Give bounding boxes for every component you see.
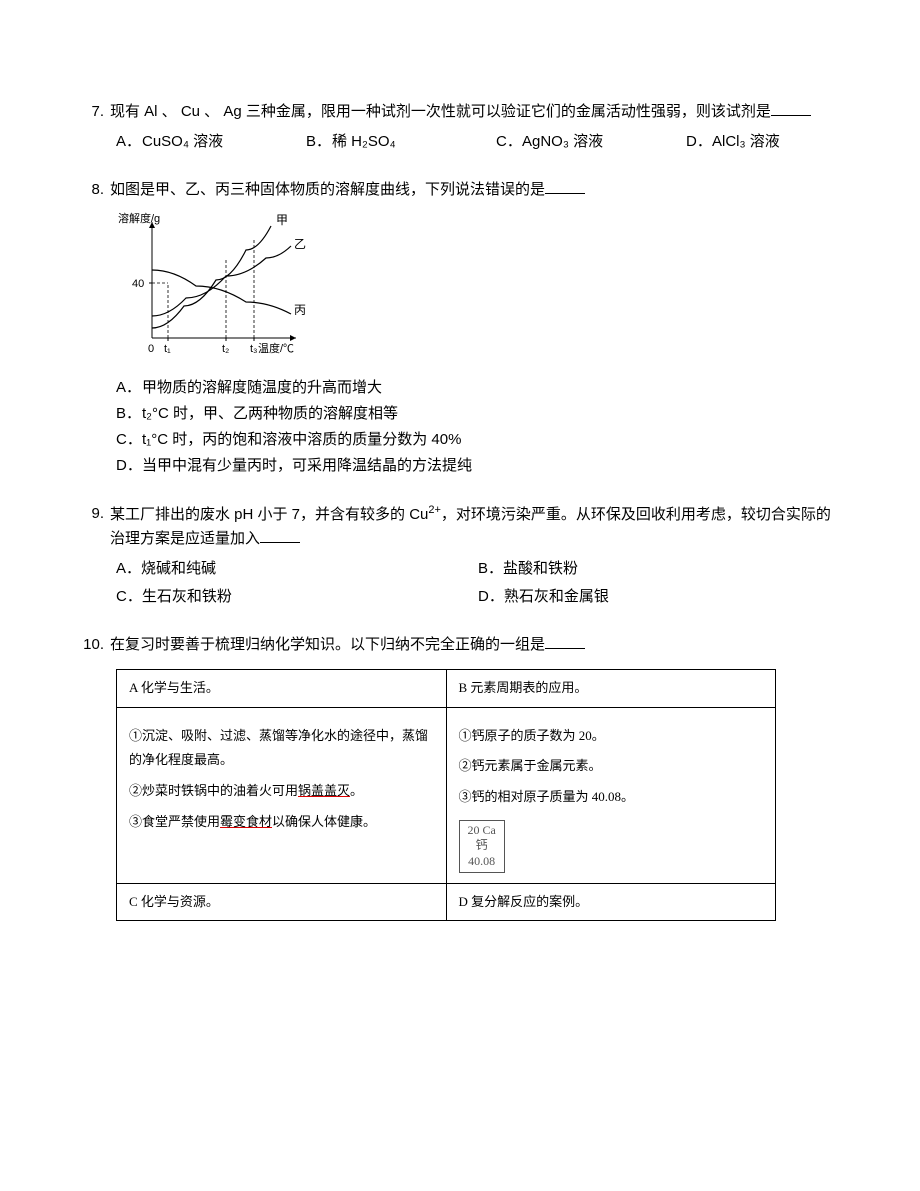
q8-number: 8. — [80, 178, 110, 202]
question-9: 9. 某工厂排出的废水 pH 小于 7，并含有较多的 Cu2+，对环境污染严重。… — [80, 502, 840, 609]
option-label: D． — [478, 588, 504, 605]
cell-line: ③钙的相对原子质量为 40.08。 — [459, 785, 764, 810]
cell-line: ②炒菜时铁锅中的油着火可用锅盖盖灭。 — [129, 779, 434, 804]
q9-option-b[interactable]: B．盐酸和铁粉 — [478, 557, 840, 581]
cell-line: ①沉淀、吸附、过滤、蒸馏等净化水的途径中，蒸馏的净化程度最高。 — [129, 724, 434, 773]
q9-stem: 9. 某工厂排出的废水 pH 小于 7，并含有较多的 Cu2+，对环境污染严重。… — [80, 502, 840, 551]
q10-body: 在复习时要善于梳理归纳化学知识。以下归纳不完全正确的一组是 — [110, 633, 840, 657]
option-label: D． — [686, 130, 712, 154]
q8-option-a[interactable]: A．甲物质的溶解度随温度的升高而增大 — [116, 376, 840, 400]
q8-option-d[interactable]: D．当甲中混有少量丙时，可采用降温结晶的方法提纯 — [116, 454, 840, 478]
q8-text: 如图是甲、乙、丙三种固体物质的溶解度曲线，下列说法错误的是 — [110, 181, 545, 198]
q7-options: A． CuSO₄ 溶液 B． 稀 H₂SO₄ C． AgNO₃ 溶液 D． Al… — [80, 130, 840, 154]
element-box: 20 Ca 钙 40.08 — [459, 820, 505, 873]
q9-option-a[interactable]: A．烧碱和纯碱 — [116, 557, 478, 581]
table-row: A 化学与生活。 B 元素周期表的应用。 — [117, 670, 776, 708]
cell-a-content: ①沉淀、吸附、过滤、蒸馏等净化水的途径中，蒸馏的净化程度最高。 ②炒菜时铁锅中的… — [117, 707, 447, 883]
table-row: C 化学与资源。 D 复分解反应的案例。 — [117, 883, 776, 921]
svg-text:0: 0 — [148, 343, 154, 355]
table-row: ①沉淀、吸附、过滤、蒸馏等净化水的途径中，蒸馏的净化程度最高。 ②炒菜时铁锅中的… — [117, 707, 776, 883]
option-label: C． — [116, 428, 142, 452]
q7-option-c[interactable]: C． AgNO₃ 溶液 — [496, 130, 686, 154]
element-box-line2: 钙 — [468, 838, 496, 854]
question-8: 8. 如图是甲、乙、丙三种固体物质的溶解度曲线，下列说法错误的是 溶解度/g 温度… — [80, 178, 840, 478]
option-text: t₁°C 时，丙的饱和溶液中溶质的质量分数为 40% — [142, 428, 461, 452]
cell-line: ①钙原子的质子数为 20。 — [459, 724, 764, 749]
option-text: AlCl₃ 溶液 — [712, 130, 780, 154]
q10-number: 10. — [80, 633, 110, 657]
option-text: 熟石灰和金属银 — [504, 588, 609, 605]
option-label: C． — [496, 130, 522, 154]
option-label: A． — [116, 560, 141, 577]
q9-option-c[interactable]: C．生石灰和铁粉 — [116, 585, 478, 609]
q7-text: 现有 Al 、 Cu 、 Ag 三种金属，限用一种试剂一次性就可以验证它们的金属… — [110, 103, 771, 120]
q7-option-d[interactable]: D． AlCl₃ 溶液 — [686, 130, 836, 154]
solubility-chart: 溶解度/g 温度/℃ 40 0 t₁ t₂ t₃ 甲乙丙 — [116, 210, 316, 360]
svg-text:温度/℃: 温度/℃ — [258, 341, 294, 355]
q9-options: A．烧碱和纯碱 B．盐酸和铁粉 C．生石灰和铁粉 D．熟石灰和金属银 — [80, 557, 840, 609]
option-text: 稀 H₂SO₄ — [332, 130, 396, 154]
option-label: D． — [116, 454, 142, 478]
q9-body: 某工厂排出的废水 pH 小于 7，并含有较多的 Cu2+，对环境污染严重。从环保… — [110, 502, 840, 551]
option-label: B． — [306, 130, 332, 154]
option-label: C． — [116, 588, 142, 605]
q8-option-b[interactable]: B．t₂°C 时，甲、乙两种物质的溶解度相等 — [116, 402, 840, 426]
q7-option-b[interactable]: B． 稀 H₂SO₄ — [306, 130, 496, 154]
cell-b-header: B 元素周期表的应用。 — [446, 670, 776, 708]
blank-line — [771, 101, 811, 116]
option-label: B． — [478, 560, 503, 577]
svg-text:丙: 丙 — [294, 303, 306, 317]
element-box-line3: 40.08 — [468, 854, 496, 870]
element-box-line1: 20 Ca — [468, 823, 496, 839]
option-text: 甲物质的溶解度随温度的升高而增大 — [142, 376, 382, 400]
option-text: AgNO₃ 溶液 — [522, 130, 603, 154]
q8-body: 如图是甲、乙、丙三种固体物质的溶解度曲线，下列说法错误的是 — [110, 178, 840, 202]
option-text: 当甲中混有少量丙时，可采用降温结晶的方法提纯 — [142, 454, 472, 478]
superscript: 2+ — [428, 504, 441, 516]
option-text: CuSO₄ 溶液 — [142, 130, 223, 154]
q8-options: A．甲物质的溶解度随温度的升高而增大 B．t₂°C 时，甲、乙两种物质的溶解度相… — [80, 376, 840, 478]
q7-stem: 7. 现有 Al 、 Cu 、 Ag 三种金属，限用一种试剂一次性就可以验证它们… — [80, 100, 840, 124]
cell-c-header: C 化学与资源。 — [117, 883, 447, 921]
option-label: A． — [116, 130, 142, 154]
underlined-text: 霉变食材 — [220, 814, 272, 829]
option-text: 生石灰和铁粉 — [142, 588, 232, 605]
q9-number: 9. — [80, 502, 110, 526]
q8-option-c[interactable]: C．t₁°C 时，丙的饱和溶液中溶质的质量分数为 40% — [116, 428, 840, 452]
option-text: t₂°C 时，甲、乙两种物质的溶解度相等 — [142, 402, 398, 426]
underlined-text: 锅盖盖灭 — [298, 783, 350, 798]
q10-table-wrap: A 化学与生活。 B 元素周期表的应用。 ①沉淀、吸附、过滤、蒸馏等净化水的途径… — [116, 669, 840, 921]
q10-text: 在复习时要善于梳理归纳化学知识。以下归纳不完全正确的一组是 — [110, 636, 545, 653]
svg-text:甲: 甲 — [276, 213, 288, 227]
svg-text:乙: 乙 — [294, 237, 306, 251]
blank-line — [545, 634, 585, 649]
q8-stem: 8. 如图是甲、乙、丙三种固体物质的溶解度曲线，下列说法错误的是 — [80, 178, 840, 202]
q8-chart: 溶解度/g 温度/℃ 40 0 t₁ t₂ t₃ 甲乙丙 — [116, 210, 840, 368]
svg-text:t₁: t₁ — [164, 343, 171, 355]
option-text: 烧碱和纯碱 — [141, 560, 216, 577]
cell-b-content: ①钙原子的质子数为 20。 ②钙元素属于金属元素。 ③钙的相对原子质量为 40.… — [446, 707, 776, 883]
option-label: A． — [116, 376, 142, 400]
q7-body: 现有 Al 、 Cu 、 Ag 三种金属，限用一种试剂一次性就可以验证它们的金属… — [110, 100, 840, 124]
q7-number: 7. — [80, 100, 110, 124]
svg-text:t₂: t₂ — [222, 343, 229, 355]
cell-line: ②钙元素属于金属元素。 — [459, 754, 764, 779]
svg-text:溶解度/g: 溶解度/g — [118, 211, 160, 225]
blank-line — [545, 179, 585, 194]
option-label: B． — [116, 402, 142, 426]
q9-text-a: 某工厂排出的废水 pH 小于 7，并含有较多的 Cu — [110, 506, 428, 523]
cell-a-header: A 化学与生活。 — [117, 670, 447, 708]
blank-line — [260, 528, 300, 543]
q10-stem: 10. 在复习时要善于梳理归纳化学知识。以下归纳不完全正确的一组是 — [80, 633, 840, 657]
q7-option-a[interactable]: A． CuSO₄ 溶液 — [116, 130, 306, 154]
q10-table: A 化学与生活。 B 元素周期表的应用。 ①沉淀、吸附、过滤、蒸馏等净化水的途径… — [116, 669, 776, 921]
svg-text:40: 40 — [132, 278, 144, 290]
cell-d-header: D 复分解反应的案例。 — [446, 883, 776, 921]
question-10: 10. 在复习时要善于梳理归纳化学知识。以下归纳不完全正确的一组是 A 化学与生… — [80, 633, 840, 921]
option-text: 盐酸和铁粉 — [503, 560, 578, 577]
q9-option-d[interactable]: D．熟石灰和金属银 — [478, 585, 840, 609]
cell-line: ③食堂严禁使用霉变食材以确保人体健康。 — [129, 810, 434, 835]
svg-text:t₃: t₃ — [250, 343, 258, 355]
question-7: 7. 现有 Al 、 Cu 、 Ag 三种金属，限用一种试剂一次性就可以验证它们… — [80, 100, 840, 154]
